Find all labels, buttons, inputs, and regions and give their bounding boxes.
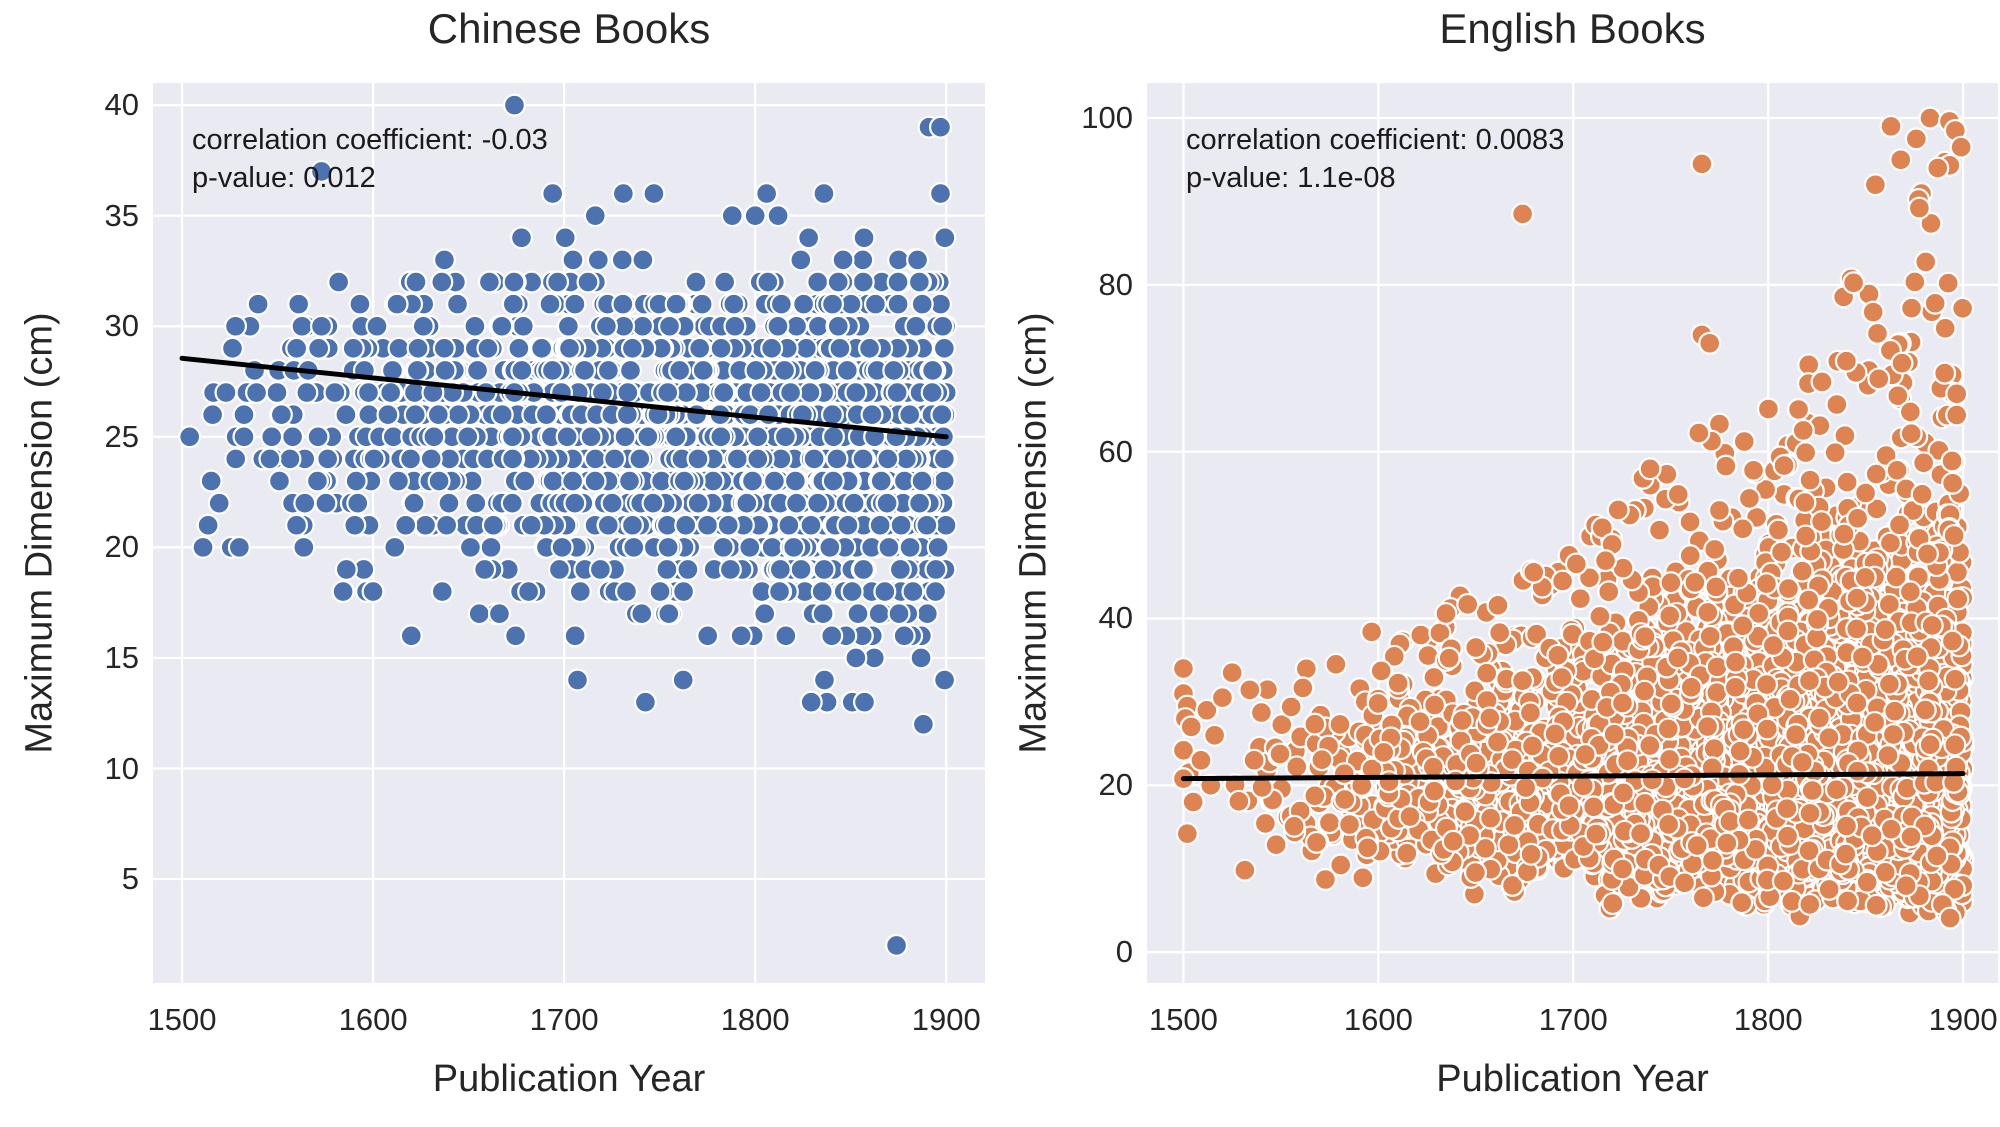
y-tick-label: 20 — [1098, 767, 1133, 803]
x-tick-label: 1500 — [147, 1002, 217, 1037]
y-tick-label: 5 — [121, 861, 139, 897]
y-tick-label: 60 — [1098, 433, 1133, 469]
x-tick-label: 1700 — [529, 1002, 599, 1037]
y-tick-label: 80 — [1098, 266, 1133, 302]
right-chart-annotation: correlation coefficient: 0.0083 p-value:… — [1186, 121, 1564, 197]
x-tick-label: 1500 — [1148, 1002, 1218, 1037]
left-chart-annotation: correlation coefficient: -0.03 p-value: … — [192, 121, 548, 197]
x-tick-label: 1900 — [911, 1002, 981, 1037]
y-tick-label: 40 — [1098, 600, 1133, 636]
left-y-axis-label: Maximum Dimension (cm) — [18, 312, 61, 754]
right-y-axis-label: Maximum Dimension (cm) — [1012, 312, 1055, 754]
x-tick-label: 1600 — [1343, 1002, 1413, 1037]
left-x-axis-label: Publication Year — [432, 1058, 706, 1100]
y-tick-label: 10 — [104, 750, 139, 786]
x-tick-label: 1700 — [1538, 1002, 1608, 1037]
y-tick-label: 30 — [104, 308, 139, 344]
left-correlation-text: correlation coefficient: -0.03 — [192, 124, 548, 156]
right-x-axis-label: Publication Year — [1436, 1058, 1709, 1100]
y-tick-label: 20 — [104, 529, 139, 565]
x-tick-label: 1800 — [720, 1002, 790, 1037]
right-chart-plot-area — [1147, 83, 1998, 983]
y-tick-label: 0 — [1115, 934, 1133, 970]
left-pvalue-text: p-value: 0.012 — [192, 162, 376, 194]
y-tick-label: 35 — [104, 197, 139, 233]
x-tick-label: 1900 — [1928, 1002, 1998, 1037]
left-chart-plot-area — [153, 83, 985, 983]
left-chart-title: Chinese Books — [427, 5, 711, 52]
y-tick-label: 40 — [104, 87, 139, 123]
y-tick-label: 25 — [104, 418, 139, 454]
x-tick-label: 1800 — [1733, 1002, 1803, 1037]
x-tick-label: 1600 — [338, 1002, 408, 1037]
right-chart-title: English Books — [1439, 5, 1706, 52]
right-pvalue-text: p-value: 1.1e-08 — [1186, 162, 1396, 194]
y-tick-label: 15 — [104, 639, 139, 675]
right-correlation-text: correlation coefficient: 0.0083 — [1186, 124, 1565, 156]
y-tick-label: 100 — [1081, 100, 1133, 136]
